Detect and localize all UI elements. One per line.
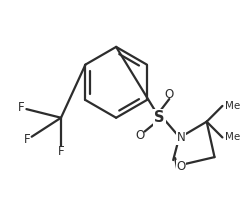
Text: S: S	[154, 110, 165, 125]
Text: O: O	[165, 88, 174, 101]
Text: O: O	[135, 129, 144, 142]
Text: F: F	[18, 101, 25, 114]
Text: Me: Me	[225, 101, 241, 111]
Text: F: F	[58, 145, 64, 158]
Text: Me: Me	[225, 132, 241, 142]
Text: O: O	[176, 161, 186, 173]
Text: N: N	[177, 131, 185, 144]
Text: F: F	[24, 133, 31, 146]
